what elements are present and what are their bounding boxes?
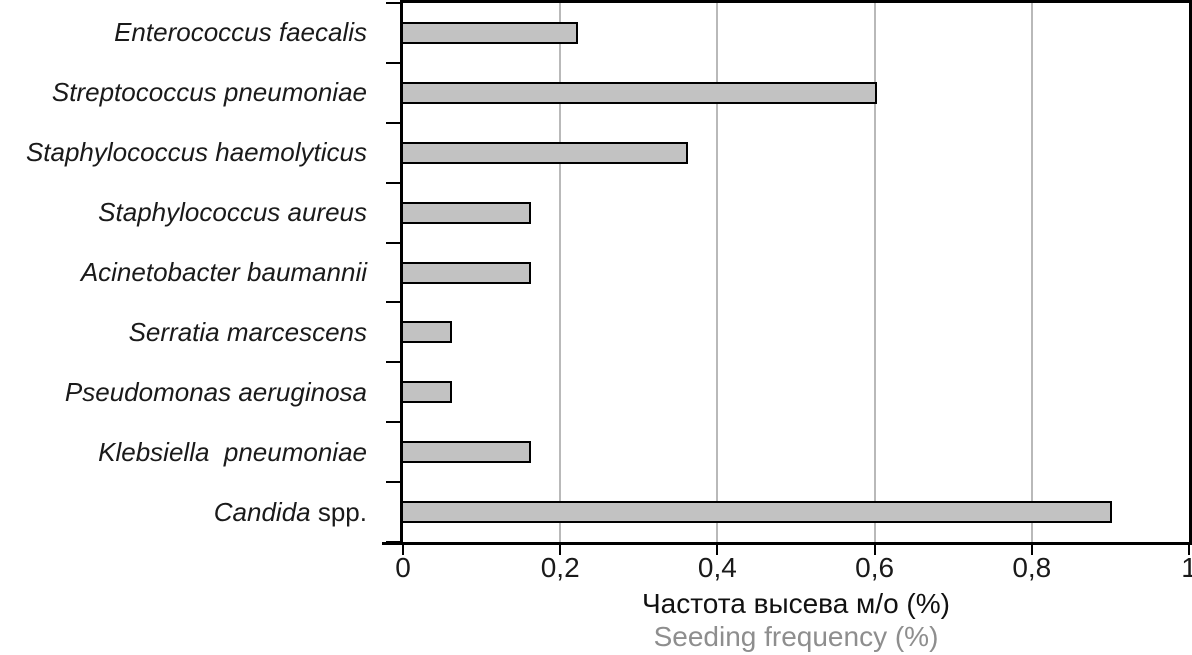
y-axis-tick [386, 301, 400, 304]
category-label-text: Enterococcus faecalis [114, 17, 367, 48]
y-axis-labels: Enterococcus faecalis Streptococcus pneu… [0, 3, 385, 542]
y-axis-tick [386, 241, 400, 244]
bar-row [403, 3, 1189, 63]
y-axis-tick [386, 2, 400, 4]
y-axis-tick [386, 421, 400, 424]
bar-staphylococcus-haemolyticus [403, 141, 688, 164]
bar-staphylococcus-aureus [403, 201, 531, 224]
category-label-text: Pseudomonas aeruginosa [64, 376, 367, 407]
category-label-text: Staphylococcus aureus [98, 197, 367, 228]
x-tick-label-1: 1 [1181, 552, 1192, 583]
bar-enterococcus-faecalis [403, 21, 578, 44]
bar-serratia-marcescens [403, 321, 453, 344]
category-label-text: Staphylococcus haemolyticus [25, 137, 367, 168]
category-label-text: Klebsiella pneumoniae [98, 436, 367, 467]
bar-pseudomonas-aeruginosa [403, 381, 453, 404]
category-label-staphylococcus-aureus: Staphylococcus aureus [0, 183, 385, 243]
category-label-streptococcus-pneumoniae: Streptococcus pneumoniae [0, 63, 385, 123]
x-tick-label-0-2: 0,2 [540, 552, 580, 583]
x-axis-tick [873, 545, 876, 555]
y-axis-tick [386, 361, 400, 364]
bar-row [403, 482, 1189, 542]
gridline-0-2 [559, 3, 562, 542]
y-axis-tick [386, 181, 400, 184]
category-label-klebsiella-pneumoniae: Klebsiella pneumoniae [0, 422, 385, 482]
plot-area [382, 0, 1192, 555]
category-label-suffix: spp. [310, 496, 367, 527]
x-tick-label-0-8: 0,8 [1012, 552, 1052, 583]
bar-acinetobacter-baumannii [403, 261, 531, 284]
bar-candida-spp [403, 501, 1113, 524]
category-label-text: Serratia marcescens [128, 316, 367, 347]
x-axis-title-ru: Частота высева м/о (%) [642, 588, 950, 619]
x-axis-overhang [382, 542, 401, 545]
x-tick-label-0: 0 [395, 552, 411, 583]
gridline-0-6 [873, 3, 876, 542]
gridline-0-4 [716, 3, 719, 542]
bar-row [403, 302, 1189, 362]
bar-row [403, 183, 1189, 243]
x-axis-title-en: Seeding frequency (%) [653, 621, 939, 652]
bar-row [403, 422, 1189, 482]
bar-row [403, 362, 1189, 422]
y-axis-tick [386, 541, 400, 543]
bar-rows [403, 3, 1189, 542]
category-label-pseudomonas-aeruginosa: Pseudomonas aeruginosa [0, 362, 385, 422]
y-axis-tick [386, 121, 400, 124]
x-tick-label-0-4: 0,4 [697, 552, 737, 583]
x-axis-tick-labels: 0 0,2 0,4 0,6 0,8 1 [395, 552, 1192, 584]
category-label-acinetobacter-baumannii: Acinetobacter baumannii [0, 243, 385, 303]
x-axis-tick [1030, 545, 1033, 555]
category-label-text: Candida [213, 496, 311, 527]
x-axis-tick [559, 545, 562, 555]
bar-streptococcus-pneumoniae [403, 81, 877, 104]
category-label-text: Acinetobacter baumannii [80, 257, 367, 287]
x-axis-tick [1188, 545, 1190, 555]
gridline-0-8 [1030, 3, 1033, 542]
category-label-text: Streptococcus pneumoniae [51, 77, 367, 108]
bar-row [403, 123, 1189, 183]
x-tick-label-0-6: 0,6 [855, 552, 895, 583]
y-axis-tick [386, 61, 400, 64]
bar-klebsiella-pneumoniae [403, 441, 531, 464]
bar-row [403, 243, 1189, 303]
x-axis-tick [716, 545, 719, 555]
bar-row [403, 63, 1189, 123]
category-label-staphylococcus-haemolyticus: Staphylococcus haemolyticus [0, 123, 385, 183]
y-axis-tick [386, 481, 400, 484]
category-label-enterococcus-faecalis: Enterococcus faecalis [0, 3, 385, 63]
category-label-candida-spp: Candida spp. [0, 482, 385, 542]
category-label-serratia-marcescens: Serratia marcescens [0, 302, 385, 362]
x-axis-tick [402, 545, 404, 555]
